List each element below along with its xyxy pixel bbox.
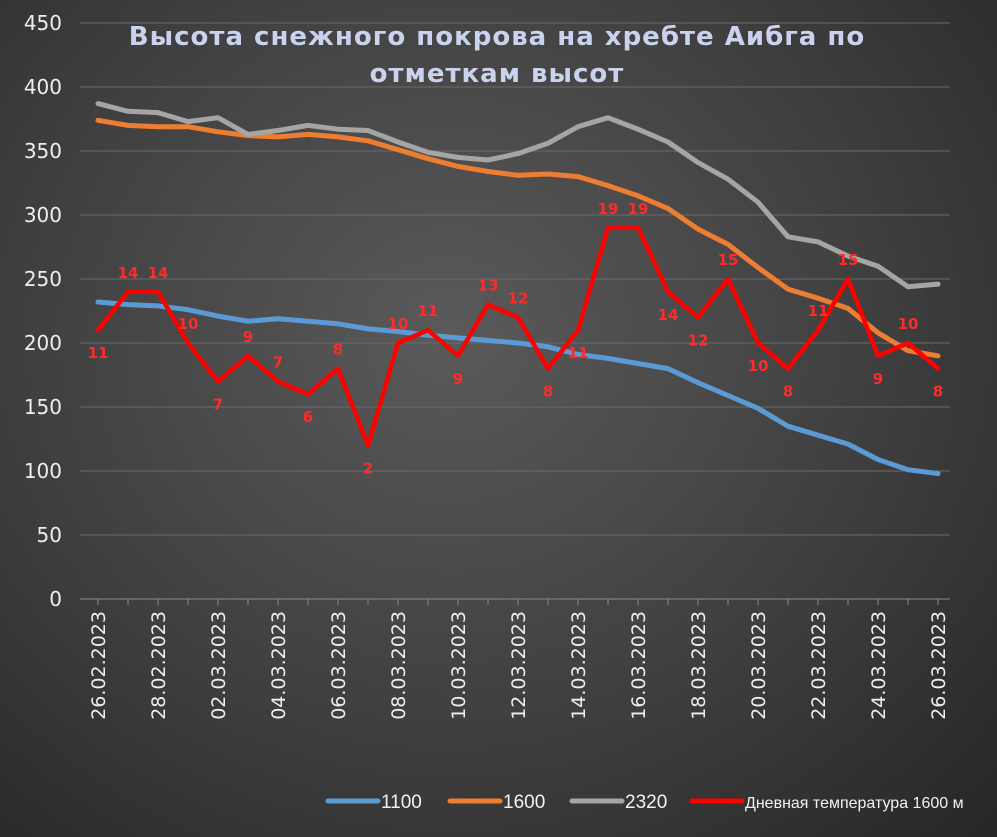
temperature-data-label: 13 — [478, 277, 499, 295]
y-tick-label: 300 — [24, 203, 62, 227]
temperature-data-label: 12 — [508, 289, 529, 307]
x-tick-label: 12.03.2023 — [508, 611, 530, 720]
y-tick-label: 200 — [24, 331, 62, 355]
legend-label: 2320 — [625, 792, 667, 813]
series-lines — [95, 101, 941, 477]
temperature-data-label: 10 — [748, 357, 769, 375]
temperature-data-label: 11 — [808, 302, 829, 320]
x-tick-label: 26.03.2023 — [928, 611, 950, 720]
x-tick-label: 18.03.2023 — [688, 611, 710, 720]
temperature-data-label: 10 — [898, 315, 919, 333]
legend-label: 1600 — [503, 792, 545, 813]
temperature-data-label: 6 — [303, 408, 313, 426]
y-tick-label: 100 — [24, 459, 62, 483]
temperature-data-label: 14 — [148, 264, 169, 282]
x-tick-label: 06.03.2023 — [328, 611, 350, 720]
temperature-data-label: 19 — [628, 200, 649, 218]
temperature-data-label: 19 — [598, 200, 619, 218]
y-tick-label: 400 — [24, 75, 62, 99]
temperature-data-label: 15 — [838, 251, 859, 269]
y-tick-label: 250 — [24, 267, 62, 291]
x-tick-label: 14.03.2023 — [568, 611, 590, 720]
temperature-data-label: 14 — [658, 306, 679, 324]
temperature-data-label: 9 — [453, 370, 463, 388]
temperature-data-label: 8 — [933, 383, 943, 401]
temperature-data-label: 10 — [388, 315, 409, 333]
x-tick-label: 22.03.2023 — [808, 611, 830, 720]
temperature-data-label: 7 — [273, 353, 283, 371]
y-tick-label: 450 — [24, 11, 62, 35]
temperature-data-label: 9 — [243, 328, 253, 346]
temperature-data-label: 8 — [333, 341, 343, 359]
temperature-data-label: 7 — [213, 395, 223, 413]
chart-title-line-2: отметкам высот — [370, 59, 625, 89]
y-tick-label: 150 — [24, 395, 62, 419]
x-tick-label: 28.02.2023 — [148, 611, 170, 720]
series-line-1100 — [95, 299, 941, 477]
chart-title: Высота снежного покрова на хребте Аибга … — [129, 22, 865, 89]
temperature-data-label: 14 — [118, 264, 139, 282]
legend-label: 1100 — [381, 792, 422, 813]
series-line-1600 — [95, 117, 941, 359]
x-tick-label: 02.03.2023 — [208, 611, 230, 720]
temperature-data-label: 12 — [688, 331, 709, 349]
x-tick-label: 08.03.2023 — [388, 611, 410, 720]
temperature-data-label: 11 — [88, 344, 109, 362]
x-axis: 26.02.2023 28.02.2023 02.03.2023 04.03.2023… — [88, 599, 950, 720]
temperature-data-label: 2 — [363, 459, 373, 477]
temperature-data-label: 15 — [718, 251, 739, 269]
series-line-Дневная-температура-1600-м — [95, 225, 941, 448]
y-tick-label: 0 — [49, 587, 62, 611]
x-tick-label: 20.03.2023 — [748, 611, 770, 720]
x-tick-label: 26.02.2023 — [88, 611, 110, 720]
x-tick-label: 04.03.2023 — [268, 611, 290, 720]
legend: 1100 1600 2320 Дневная температура 1600 м — [325, 792, 964, 813]
temperature-data-label: 11 — [418, 302, 439, 320]
x-tick-label: 10.03.2023 — [448, 611, 470, 720]
series-line-2320 — [95, 101, 941, 290]
temperature-data-label: 8 — [783, 383, 793, 401]
temperature-data-label: 8 — [543, 383, 553, 401]
legend-label: Дневная температура 1600 м — [745, 795, 964, 812]
temperature-data-label: 10 — [178, 315, 199, 333]
temperature-data-label: 11 — [568, 344, 589, 362]
x-tick-label: 16.03.2023 — [628, 611, 650, 720]
y-tick-label: 350 — [24, 139, 62, 163]
y-tick-label: 50 — [37, 523, 62, 547]
x-tick-label: 24.03.2023 — [868, 611, 890, 720]
chart-title-line-1: Высота снежного покрова на хребте Аибга … — [129, 22, 865, 52]
y-axis: 0 50 100 150 200 250 300 350 400 450 — [24, 11, 62, 611]
temperature-data-label: 9 — [873, 370, 883, 388]
